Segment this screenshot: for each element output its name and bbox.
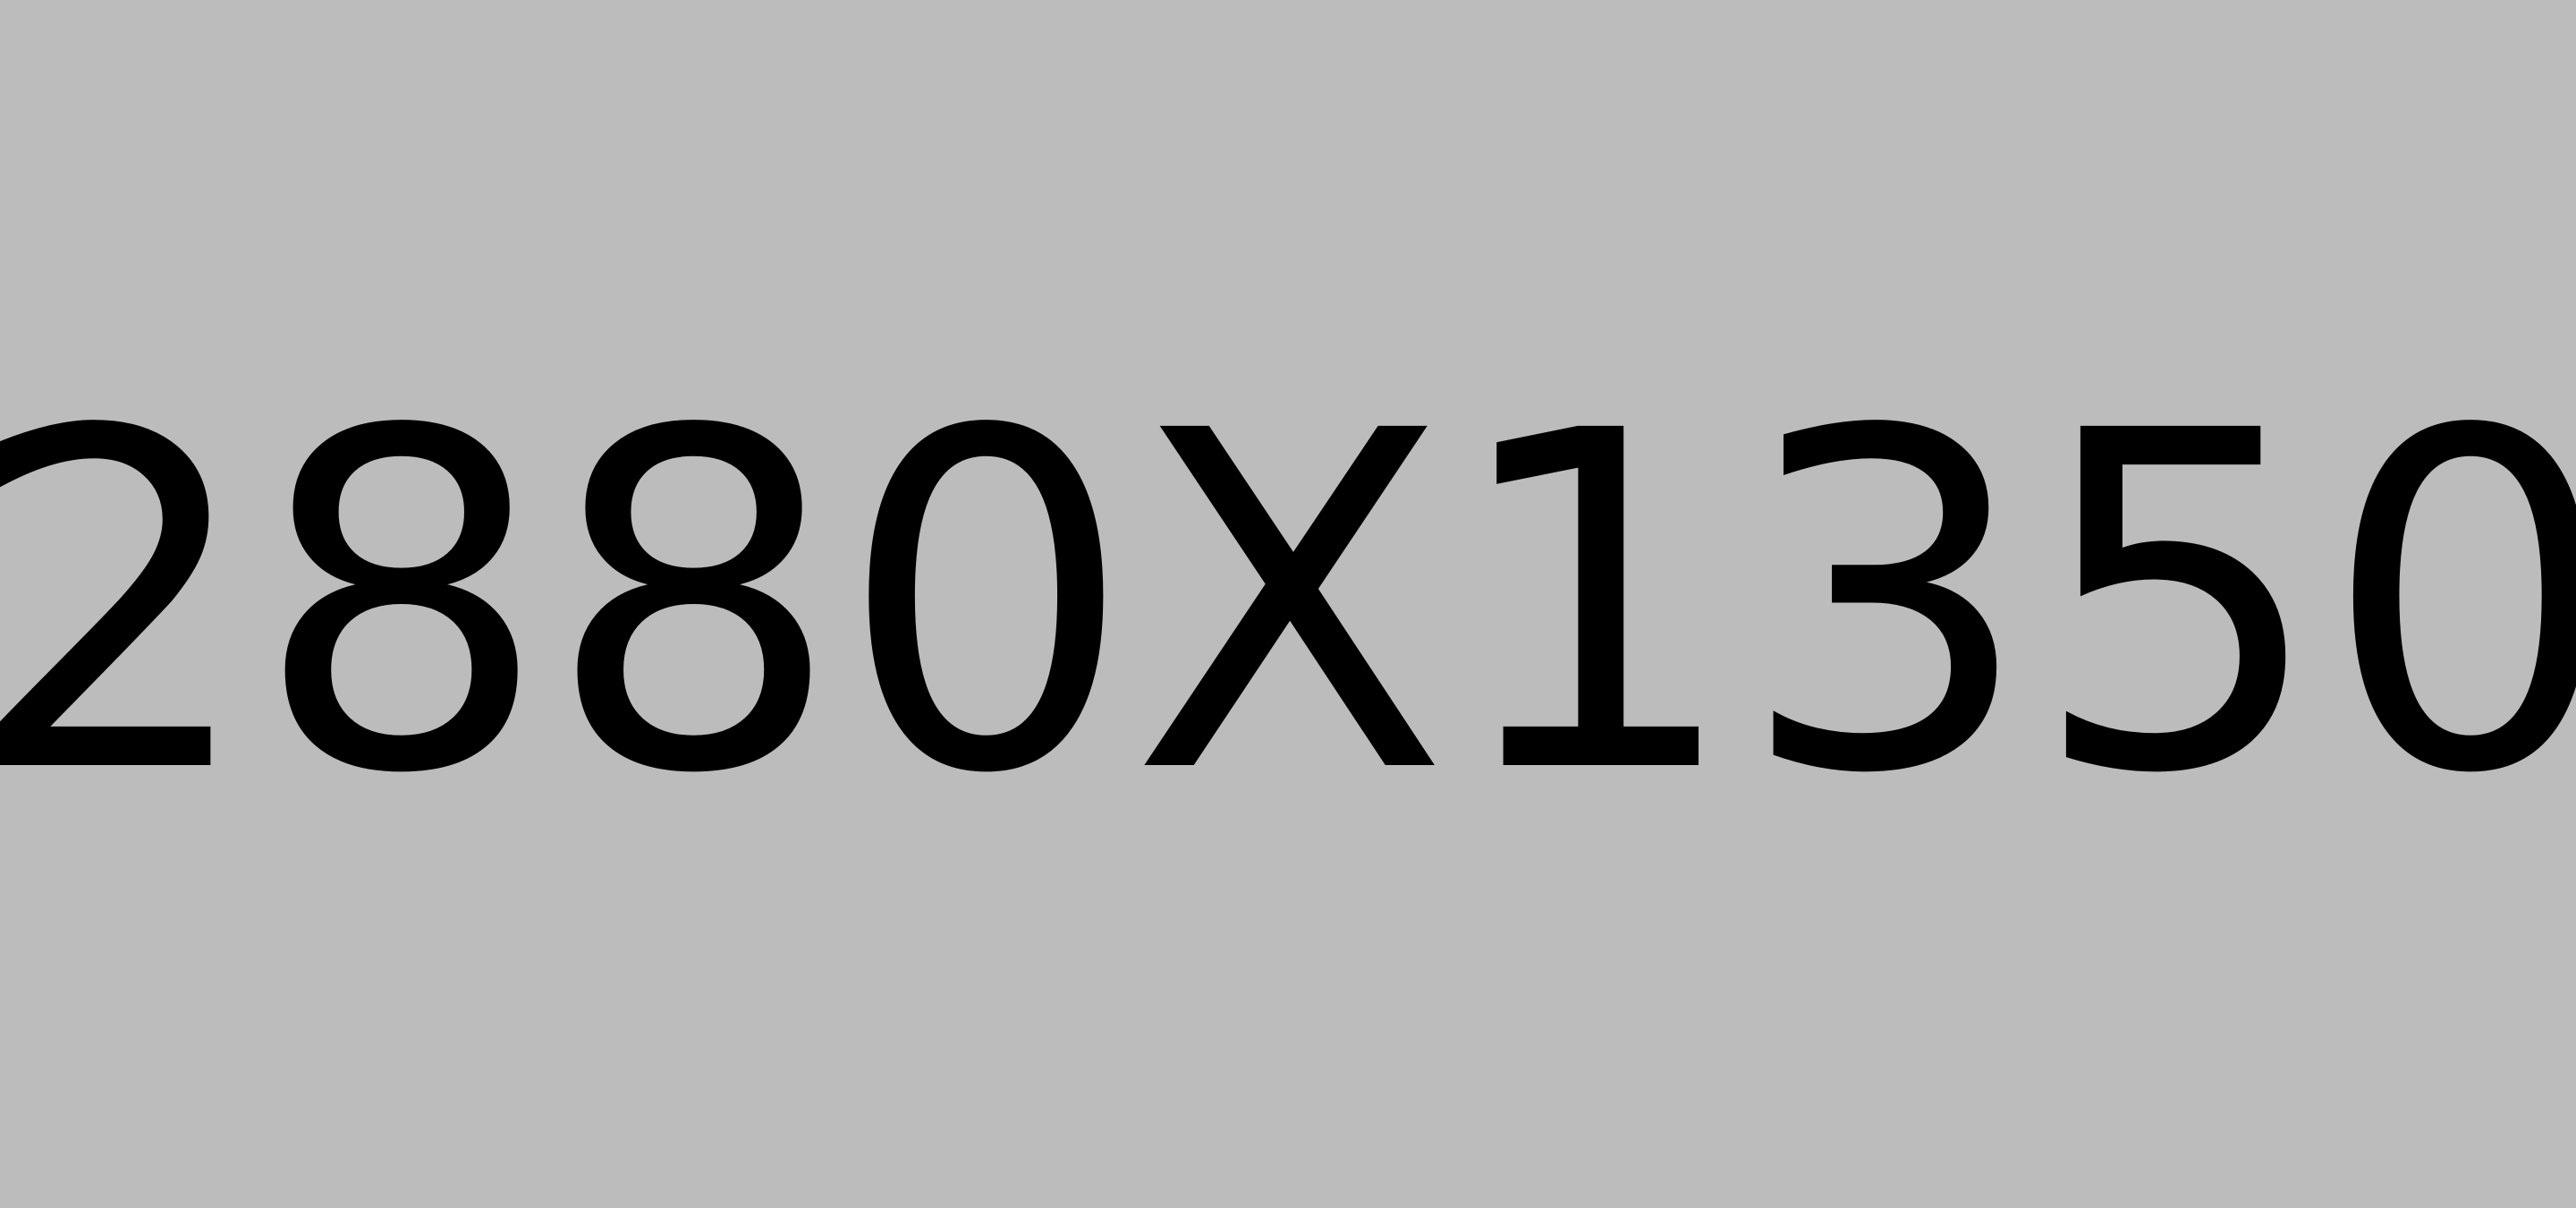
dimension-label: 2880X1350 — [0, 333, 2576, 875]
